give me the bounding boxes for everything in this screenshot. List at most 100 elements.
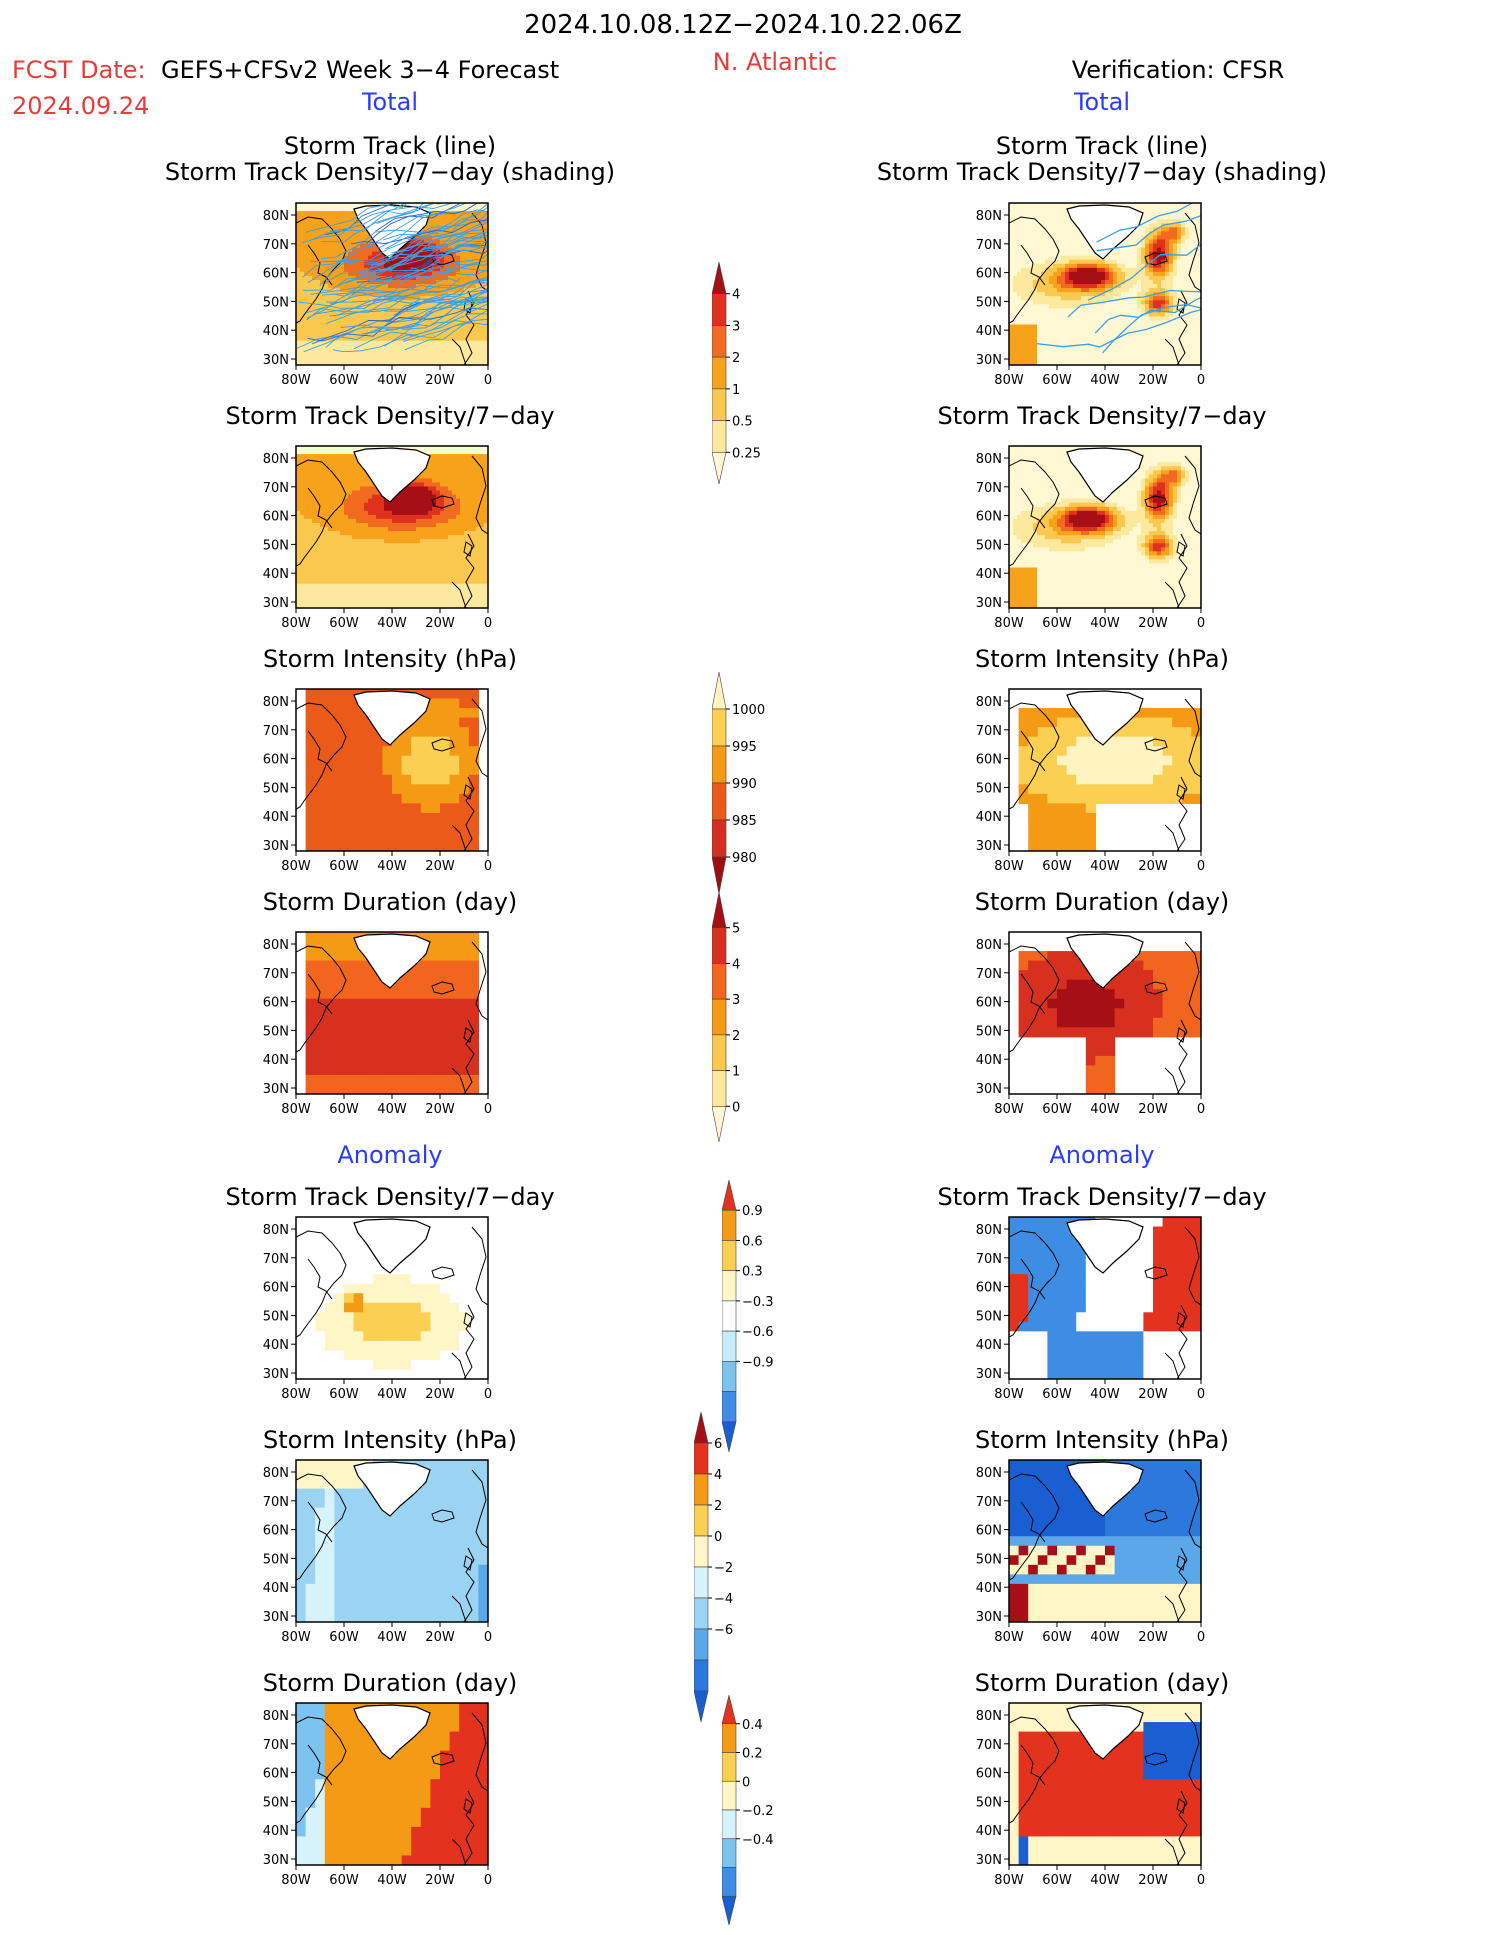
map-cell: [1129, 352, 1134, 358]
map-cell: [1033, 292, 1038, 297]
map-cell: [476, 320, 481, 326]
map-cell: [1129, 255, 1134, 261]
map-cell: [352, 300, 357, 305]
map-cell: [320, 312, 325, 317]
map-cell: [1105, 275, 1110, 281]
map-cell: [304, 555, 309, 560]
map-cell: [320, 203, 325, 208]
map-cell: [376, 320, 381, 326]
map-cell: [1053, 312, 1058, 317]
map-cell: [1109, 304, 1114, 309]
map-cell: [1133, 316, 1138, 322]
map-cell: [1137, 275, 1142, 281]
map-cell: [476, 288, 481, 293]
map-cell: [1117, 259, 1122, 265]
map-cell: [328, 567, 333, 573]
map-cell: [304, 312, 309, 317]
map-cell: [348, 336, 353, 342]
map-cell: [316, 587, 321, 593]
map-cell: [480, 292, 485, 297]
map-cell: [1053, 356, 1058, 362]
map-cell: [336, 599, 341, 605]
map-cell: [1077, 300, 1082, 305]
map-cell: [400, 336, 405, 342]
map-cell: [1093, 255, 1098, 261]
map-cell: [1077, 231, 1082, 236]
map-cell: [1033, 207, 1038, 212]
map-cell: [472, 243, 477, 249]
map-cell: [324, 259, 329, 265]
map-cell: [308, 231, 313, 236]
map-cell: [324, 235, 329, 241]
map-cell: [352, 243, 357, 249]
map-cell: [320, 454, 325, 459]
map-cell: [1133, 336, 1138, 342]
map-cell: [412, 360, 417, 365]
map-cell: [300, 591, 305, 597]
map-cell: [320, 320, 325, 326]
coastline: [1184, 212, 1201, 292]
map-cell: [1149, 247, 1154, 253]
map-cell: [476, 235, 481, 241]
map-cell: [1085, 356, 1090, 362]
map-cell: [1109, 308, 1114, 313]
map-cell: [1161, 336, 1166, 342]
map-cell: [1037, 215, 1042, 220]
map-cell: [420, 203, 425, 208]
map-cell: [388, 555, 393, 560]
map-cell: [1097, 324, 1102, 330]
map-cell: [372, 575, 377, 581]
map-cell: [484, 292, 488, 297]
map-cell: [1073, 255, 1078, 261]
map-cell: [1033, 203, 1038, 208]
map-cell: [1061, 231, 1066, 236]
map-cell: [300, 356, 305, 362]
map-cell: [352, 482, 357, 488]
map-cell: [360, 344, 365, 350]
map-cell: [1025, 239, 1030, 245]
map-cell: [340, 235, 345, 241]
map-cell: [296, 531, 301, 536]
map-cell: [392, 591, 397, 597]
map-cell: [1177, 279, 1182, 285]
map-cell: [1041, 328, 1046, 334]
map-cell: [1053, 320, 1058, 326]
map-cell: [316, 203, 321, 208]
map-cell: [308, 535, 313, 540]
map-cell: [1017, 239, 1022, 245]
map-cell: [312, 595, 317, 601]
map-cell: [484, 259, 488, 265]
map-cell: [432, 360, 437, 365]
map-cell: [1093, 344, 1098, 350]
map-cell: [356, 292, 361, 297]
map-cell: [320, 518, 325, 524]
map-cell: [348, 583, 353, 589]
map-cell: [1137, 356, 1142, 362]
map-cell: [356, 539, 361, 544]
map-cell: [324, 510, 329, 516]
map-cell: [1181, 275, 1186, 281]
map-cell: [304, 231, 309, 236]
map-cell: [484, 324, 488, 330]
map-cell: [1069, 300, 1074, 305]
map-cell: [1137, 344, 1142, 350]
map-cell: [356, 340, 361, 346]
map-cell: [336, 292, 341, 297]
map-cell: [1013, 211, 1018, 216]
map-cell: [1089, 284, 1094, 289]
map-cell: [316, 547, 321, 552]
map-cell: [1013, 332, 1018, 338]
map-cell: [316, 219, 321, 224]
map-cell: [368, 332, 373, 338]
map-cell: [412, 340, 417, 346]
map-cell: [296, 482, 301, 488]
map-cell: [1037, 211, 1042, 216]
map-cell: [352, 279, 357, 285]
map-cell: [312, 591, 317, 597]
map-cell: [424, 348, 429, 354]
map-cell: [372, 587, 377, 593]
map-cell: [1181, 247, 1186, 253]
map-cell: [1013, 284, 1018, 289]
map-cell: [348, 539, 353, 544]
map-cell: [368, 502, 373, 508]
